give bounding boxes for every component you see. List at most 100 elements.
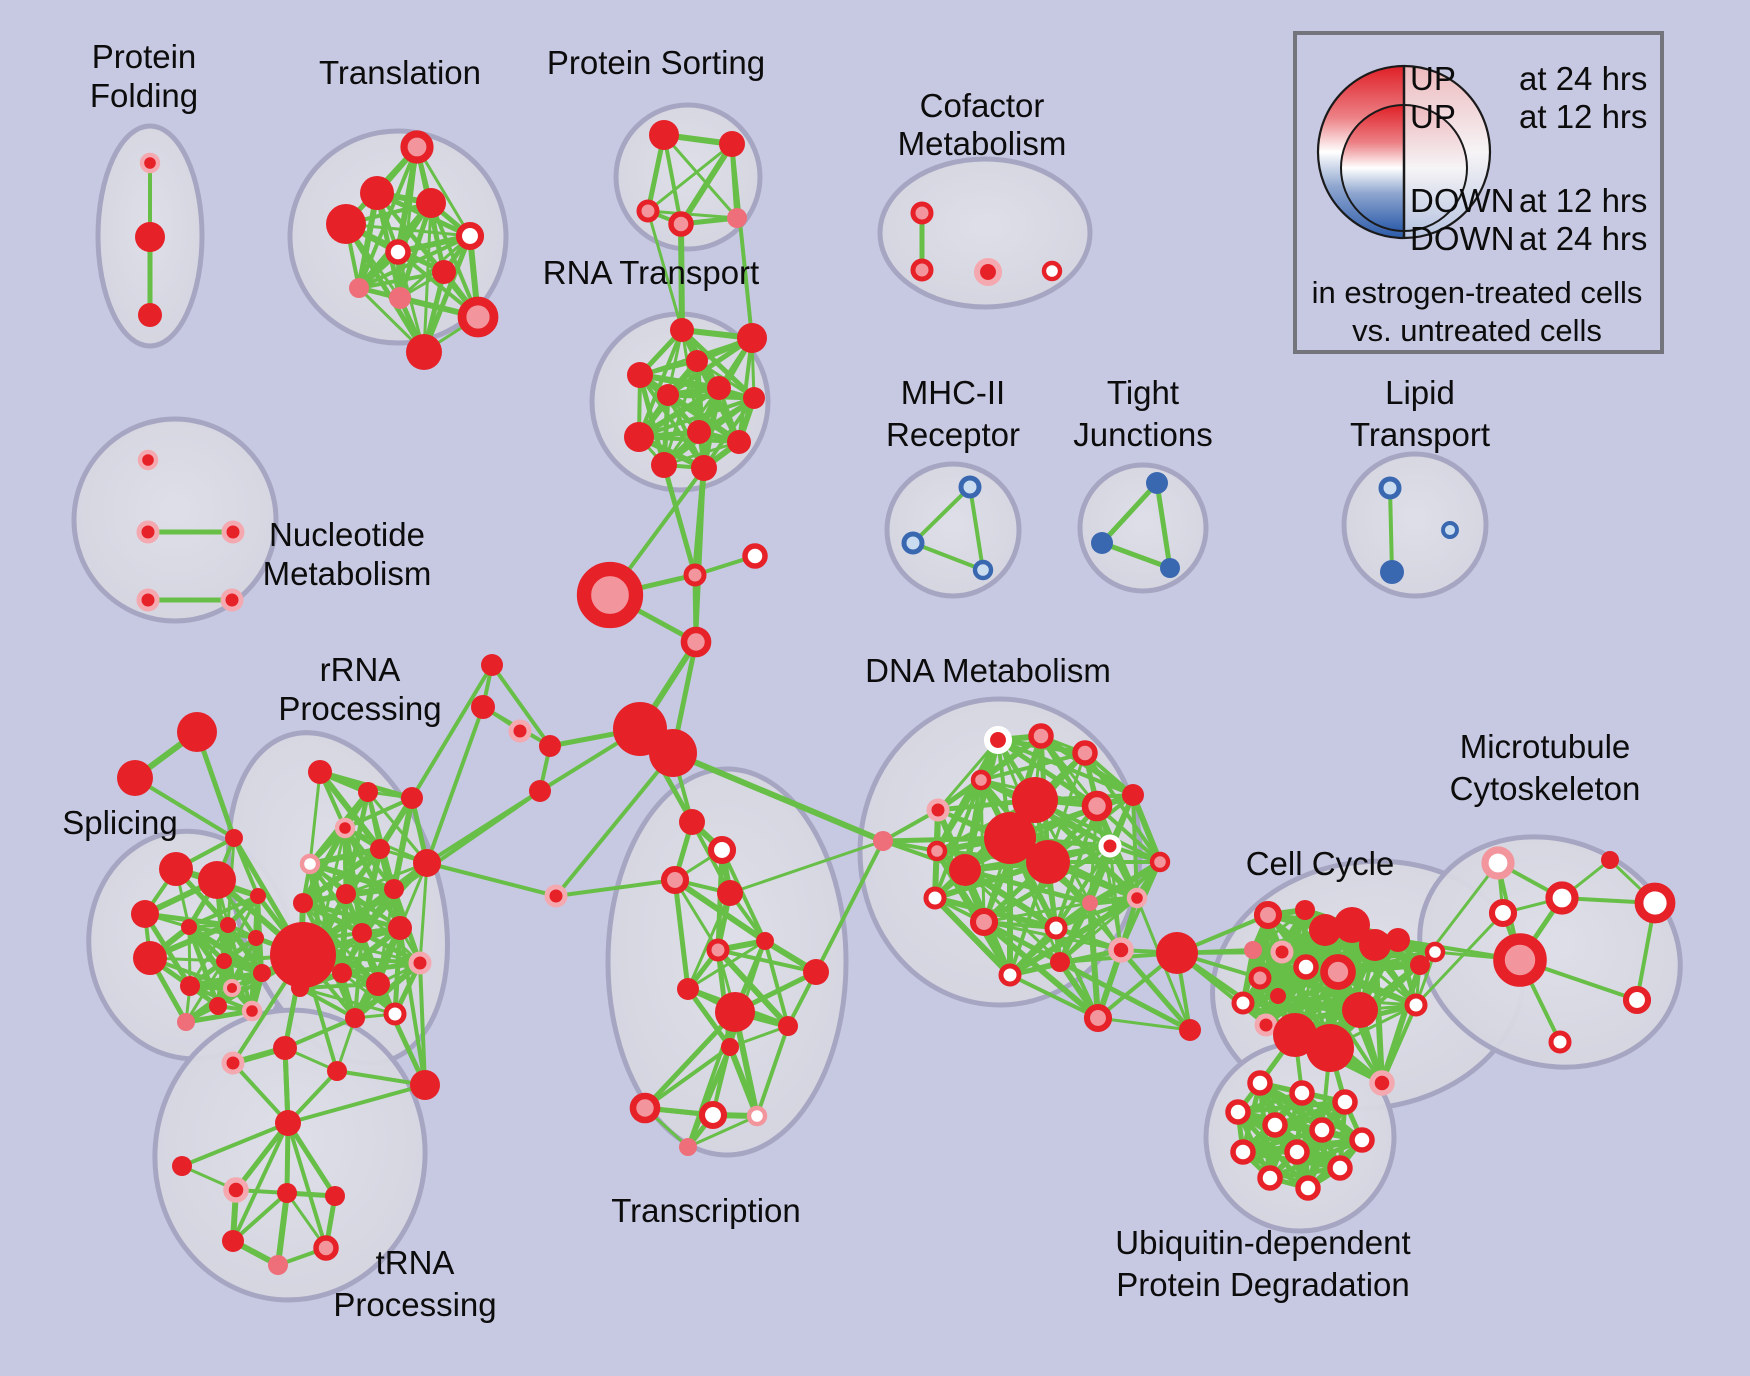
node-tx-12 xyxy=(698,1100,728,1130)
cluster-label-ps: Protein Sorting xyxy=(547,44,765,81)
node-ps-1 xyxy=(719,131,745,157)
node-nm-0 xyxy=(137,449,159,471)
edge xyxy=(183,985,235,1025)
edge xyxy=(1008,973,1100,1020)
node-tx-1 xyxy=(707,835,737,865)
node-mt-4 xyxy=(1634,882,1676,924)
node-tx-3 xyxy=(717,880,743,906)
edge xyxy=(1096,1016,1192,1032)
edge xyxy=(662,133,683,226)
edge xyxy=(1380,1003,1418,1085)
node-sp-1 xyxy=(117,760,153,796)
node-dna-2 xyxy=(1072,740,1098,766)
edge xyxy=(343,796,414,830)
node-ub-2 xyxy=(1332,1089,1358,1115)
node-pf-0 xyxy=(139,152,161,174)
edge xyxy=(686,1010,737,1149)
node-dna-6 xyxy=(1012,777,1058,823)
edge xyxy=(343,221,427,355)
edge xyxy=(339,925,403,976)
edge xyxy=(730,142,754,340)
node-mh-0 xyxy=(958,475,982,499)
node-ub-4 xyxy=(1262,1112,1288,1138)
node-mt-7 xyxy=(1601,851,1619,869)
node-dna-9 xyxy=(949,854,981,886)
node-tx-13 xyxy=(746,1105,768,1127)
node-rr-7 xyxy=(293,893,313,913)
edge xyxy=(702,396,756,470)
node-tn-1 xyxy=(273,1036,297,1060)
edge xyxy=(643,1045,732,1110)
cluster-label-cf: Metabolism xyxy=(898,125,1067,162)
node-cc-10 xyxy=(1334,907,1370,943)
cluster-label-cc: Cell Cycle xyxy=(1246,845,1395,882)
edge xyxy=(410,663,494,800)
node-sp-7 xyxy=(250,888,266,904)
node-sp-12 xyxy=(180,976,200,996)
cluster-ellipse-mh xyxy=(884,461,1022,599)
edge xyxy=(646,209,684,332)
node-ub-1 xyxy=(1289,1080,1315,1106)
edge xyxy=(936,738,1000,812)
node-dna-1 xyxy=(1028,723,1054,749)
node-bb-8 xyxy=(481,654,503,676)
legend-direction-label: DOWN xyxy=(1410,220,1514,257)
cluster-label-tn: tRNA xyxy=(376,1244,455,1281)
node-bb-2 xyxy=(742,543,768,569)
node-pf-2 xyxy=(138,303,162,327)
edge xyxy=(636,385,722,440)
edge xyxy=(415,145,472,238)
node-tx-10 xyxy=(721,1038,739,1056)
cluster-label-mt: Microtubule xyxy=(1460,728,1631,765)
node-dna-20 xyxy=(1108,937,1134,963)
node-dna-23 xyxy=(1149,851,1171,873)
edge xyxy=(1130,792,1163,865)
node-rr-11 xyxy=(352,923,372,943)
node-tx-4 xyxy=(706,938,730,962)
node-tl-3 xyxy=(416,188,446,218)
node-cc-12 xyxy=(1320,954,1356,990)
node-tl-5 xyxy=(385,239,411,265)
edge xyxy=(1054,844,1112,930)
node-rr-18 xyxy=(383,1002,407,1026)
edge xyxy=(686,939,767,991)
node-bb-6 xyxy=(539,735,561,757)
edge xyxy=(298,986,357,1020)
edge xyxy=(646,209,739,220)
node-rr-6 xyxy=(413,849,441,877)
node-dna-19 xyxy=(998,963,1022,987)
node-dna-4 xyxy=(926,798,950,822)
node-bb-12 xyxy=(873,831,893,851)
node-rr-3 xyxy=(334,817,356,839)
node-rr-4 xyxy=(299,853,321,875)
node-tj-1 xyxy=(1091,532,1113,554)
edge xyxy=(233,1120,291,1193)
node-tn-9 xyxy=(222,1230,244,1252)
edge xyxy=(490,663,552,748)
node-sp-14 xyxy=(209,997,227,1015)
edge xyxy=(911,485,972,545)
node-dna-21 xyxy=(1083,1003,1113,1033)
cluster-label-nm: Metabolism xyxy=(263,555,432,592)
node-rr-1 xyxy=(358,782,378,802)
node-cc-18 xyxy=(1404,993,1428,1017)
node-dna-8 xyxy=(1026,840,1070,884)
edge xyxy=(1033,798,1162,864)
edge xyxy=(670,750,886,844)
node-tx-7 xyxy=(803,959,829,985)
node-mh-2 xyxy=(972,559,994,581)
node-cc-8 xyxy=(1254,1013,1278,1037)
node-cc-16 xyxy=(1386,928,1410,952)
cluster-label-lt: Transport xyxy=(1350,416,1490,453)
node-dna-12 xyxy=(1098,834,1122,858)
node-tx-2 xyxy=(660,865,690,895)
cluster-label-ub: Ubiquitin-dependent xyxy=(1115,1224,1410,1261)
edge xyxy=(286,1083,427,1125)
cluster-ellipse-mt xyxy=(1417,834,1683,1070)
node-rr-12 xyxy=(388,916,412,940)
legend-time-label: at 24 hrs xyxy=(1519,220,1647,257)
node-cc-5 xyxy=(1248,966,1272,990)
edge xyxy=(728,839,885,895)
node-cch-0 xyxy=(1156,932,1198,974)
